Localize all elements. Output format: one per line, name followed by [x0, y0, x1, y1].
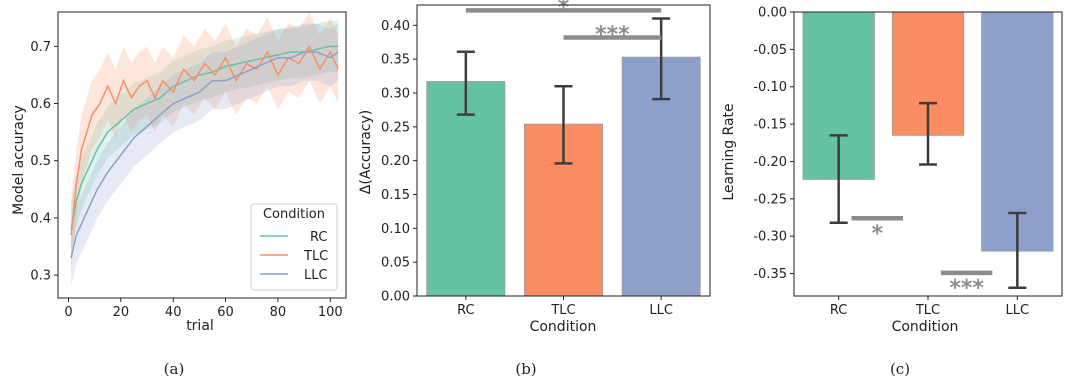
- y-tick-label: 0.4: [30, 211, 51, 226]
- y-tick-label: -0.15: [753, 118, 787, 133]
- y-tick-label: 0.7: [30, 40, 51, 55]
- series-line-llc: [70, 51, 339, 259]
- x-tick-label: 0: [64, 305, 72, 320]
- y-tick-label: 0.00: [758, 6, 787, 21]
- x-tick-label: RC: [830, 303, 847, 318]
- x-tick-label: 80: [270, 305, 287, 320]
- y-tick-label: 0.20: [381, 154, 410, 169]
- y-tick-label: -0.10: [753, 80, 787, 95]
- y-tick-label: -0.35: [753, 267, 787, 282]
- x-tick-label: TLC: [915, 303, 940, 318]
- panel-a-plot-frame: [57, 11, 347, 299]
- panel-c-bar-chart: Learning Rate Condition ****0.00-0.05-0.…: [721, 6, 1063, 335]
- x-tick-label: 100: [318, 305, 343, 320]
- legend-label-rc: RC: [310, 230, 327, 245]
- panel-b-bar-chart: Δ(Accuracy) Condition ****0.000.050.100.…: [358, 0, 711, 335]
- caption-c: (c): [890, 360, 910, 378]
- y-tick-label: 0.25: [381, 120, 410, 135]
- y-tick-label: 0.30: [381, 86, 410, 101]
- caption-b: (b): [515, 360, 536, 378]
- significance-label: *: [558, 0, 570, 20]
- series-line-rc: [70, 45, 339, 230]
- bar-llc: [981, 11, 1054, 252]
- x-tick-label: 40: [165, 305, 182, 320]
- legend-title: Condition: [263, 207, 325, 222]
- y-tick-label: -0.05: [753, 43, 787, 58]
- legend-frame: [250, 203, 338, 291]
- y-tick-label: -0.20: [753, 155, 787, 170]
- y-tick-label: 0.15: [381, 188, 410, 203]
- x-tick-label: LLC: [649, 303, 673, 318]
- x-tick-label: LLC: [1006, 303, 1030, 318]
- panel-c-ylabel: Learning Rate: [721, 103, 737, 200]
- panel-a-xlabel: trial: [186, 318, 214, 334]
- y-tick-label: 0.40: [381, 19, 410, 34]
- x-tick-label: 60: [217, 305, 234, 320]
- legend-label-llc: LLC: [304, 268, 328, 283]
- y-tick-label: 0.35: [381, 53, 410, 68]
- series-band-tlc: [71, 12, 339, 270]
- series-band-rc: [71, 20, 339, 256]
- significance-label: *: [872, 221, 884, 246]
- panel-a-ylabel: Model accuracy: [11, 105, 27, 215]
- y-tick-label: 0.5: [30, 154, 51, 169]
- panel-a-legend: Condition RC TLC LLC: [250, 203, 338, 291]
- series-band-llc: [71, 23, 339, 287]
- panel-b-ylabel: Δ(Accuracy): [358, 110, 374, 194]
- x-tick-label: RC: [457, 303, 474, 318]
- panel-c-xlabel: Condition: [892, 319, 959, 335]
- y-tick-label: -0.30: [753, 230, 787, 245]
- panel-a-line-chart: Model accuracy trial 0 20 40 60 80 100 0.3 0.4 0…: [11, 11, 347, 334]
- legend-label-tlc: TLC: [303, 249, 328, 264]
- y-tick-label: 0.00: [381, 290, 410, 305]
- panel-b-xlabel: Condition: [530, 319, 597, 335]
- x-tick-label: 20: [113, 305, 130, 320]
- caption-a: (a): [164, 360, 185, 378]
- bar-rc: [426, 81, 506, 297]
- significance-label: ***: [949, 276, 984, 301]
- y-tick-label: 0.10: [381, 222, 410, 237]
- y-tick-label: 0.3: [30, 269, 51, 284]
- y-tick-label: -0.25: [753, 192, 787, 207]
- significance-label: ***: [595, 22, 630, 47]
- x-tick-label: TLC: [550, 303, 575, 318]
- y-tick-label: 0.6: [30, 97, 51, 112]
- y-tick-label: 0.05: [381, 256, 410, 271]
